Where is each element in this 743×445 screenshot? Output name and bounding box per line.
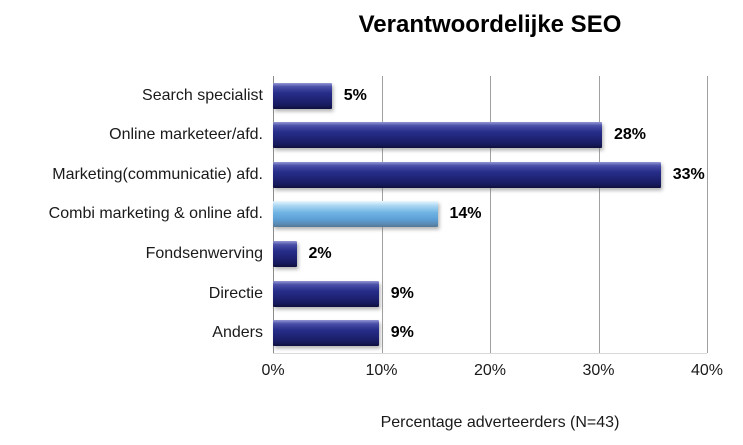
bar-area: 9% — [273, 313, 743, 353]
value-label: 2% — [308, 245, 332, 263]
bar — [273, 320, 379, 347]
category-label: Marketing(communicatie) afd. — [52, 165, 263, 183]
bar — [273, 82, 332, 109]
bar — [273, 161, 661, 188]
bar-row: Combi marketing & online afd. 14% — [0, 195, 743, 235]
x-axis-tick: 10% — [365, 362, 398, 379]
category-label: Anders — [212, 324, 263, 342]
bar — [273, 122, 602, 149]
x-axis-tick: 40% — [690, 362, 724, 379]
bar — [273, 241, 297, 268]
gridline — [490, 76, 491, 353]
value-label: 28% — [614, 126, 647, 144]
value-label: 9% — [390, 284, 414, 302]
category-label: Fondsenwerving — [145, 245, 263, 263]
x-axis-ticks: 0% 10% 20% 30% 40% — [261, 362, 723, 384]
x-axis-tick: 0% — [261, 362, 285, 379]
category-label: Online marketeer/afd. — [109, 126, 263, 144]
bar-area: 9% — [273, 274, 743, 314]
bar-row: Directie 9% — [0, 274, 743, 314]
chart-rows: Search specialist 5% Online marketeer/af… — [0, 76, 743, 353]
value-label: 14% — [449, 205, 482, 223]
gridline — [598, 76, 600, 353]
bar — [273, 280, 379, 307]
value-label: 5% — [343, 86, 367, 104]
bar-row: Marketing(communicatie) afd. 33% — [0, 155, 743, 195]
bar-area: 28% — [273, 116, 743, 156]
category-label: Combi marketing & online afd. — [48, 205, 263, 223]
x-axis-tick: 20% — [473, 362, 507, 379]
gridline — [707, 76, 708, 353]
bar-row: Anders 9% — [0, 313, 743, 353]
value-label: 9% — [390, 324, 414, 342]
bar-row: Fondsenwerving 2% — [0, 234, 743, 274]
x-axis-tick: 30% — [582, 362, 615, 379]
bar-area: 2% — [273, 234, 743, 274]
value-label: 33% — [672, 165, 705, 183]
bar-row: Search specialist 5% — [0, 76, 743, 116]
chart-title: Verantwoordelijke SEO — [358, 11, 622, 38]
category-label: Directie — [208, 284, 263, 302]
category-label: Search specialist — [142, 86, 263, 104]
bar — [273, 201, 438, 228]
x-axis-title: Percentage adverteerders (N=43) — [380, 414, 620, 431]
bar-area: 5% — [273, 76, 743, 116]
bar-row: Online marketeer/afd. 28% — [0, 116, 743, 156]
bar-area: 14% — [273, 195, 743, 235]
bar-area: 33% — [273, 155, 743, 195]
